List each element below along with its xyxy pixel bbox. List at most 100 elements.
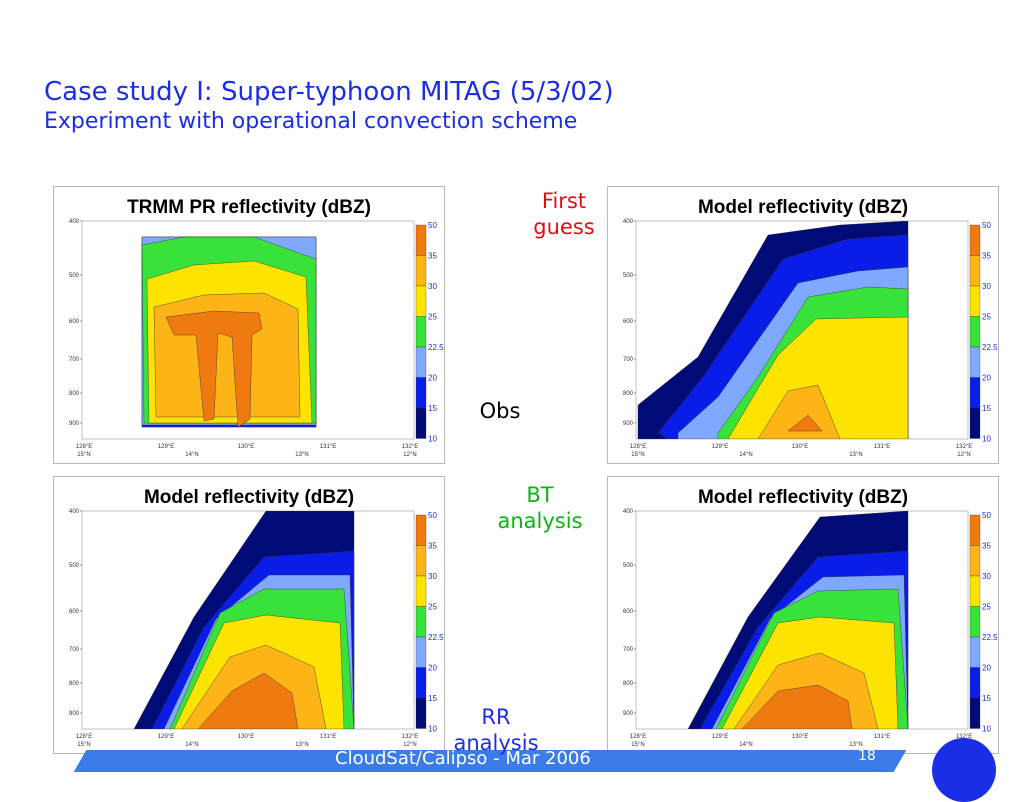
latitude-tick-label: 13°N xyxy=(295,452,308,458)
colorbar-label: 15 xyxy=(428,404,437,413)
colorbar-swatch xyxy=(969,606,981,638)
latitude-tick-label: 12°N xyxy=(403,452,416,458)
colorbar-label: 50 xyxy=(428,221,437,230)
pressure-tick-label: 600 xyxy=(623,609,634,615)
colorbar-swatch xyxy=(415,697,427,729)
panel-rr-analysis: Model reflectivity (dBZ) 400 500 600 700 800 9… xyxy=(607,476,999,754)
pressure-tick-label: 700 xyxy=(69,647,80,653)
latitude-tick-label: 14°N xyxy=(185,452,198,458)
slide-title-line-1: Case study I: Super-typhoon MITAG (5/3/0… xyxy=(44,77,614,107)
colorbar-label: 50 xyxy=(982,221,991,230)
obs-label: Obs xyxy=(479,399,521,423)
colorbar-label: 30 xyxy=(428,572,437,581)
panel-title: Model reflectivity (dBZ) xyxy=(698,487,908,508)
colorbar-label: 35 xyxy=(428,542,437,551)
latitude-tick-label: 12°N xyxy=(403,742,416,748)
longitude-tick-label: 129°E xyxy=(712,734,728,740)
latitude-tick-label: 15°N xyxy=(631,452,644,458)
reflectivity-contour-4 xyxy=(727,316,909,439)
colorbar-swatch xyxy=(969,636,981,668)
colorbar-swatch xyxy=(969,346,981,378)
colorbar-swatch xyxy=(415,316,427,348)
panel-title: TRMM PR reflectivity (dBZ) xyxy=(127,197,371,218)
colorbar-label: 25 xyxy=(428,313,437,322)
logo xyxy=(932,738,996,802)
colorbar-label: 22.5 xyxy=(428,343,444,352)
latitude-tick-label: 14°N xyxy=(739,742,752,748)
colorbar-swatch xyxy=(969,697,981,729)
colorbar-swatch xyxy=(969,575,981,607)
colorbar-swatch xyxy=(969,407,981,439)
colorbar-swatch xyxy=(415,346,427,378)
colorbar-label: 10 xyxy=(982,435,991,444)
longitude-tick-label: 130°E xyxy=(238,734,254,740)
colorbar-swatch xyxy=(415,667,427,699)
latitude-tick-label: 14°N xyxy=(185,742,198,748)
colorbar-swatch xyxy=(415,255,427,287)
colorbar-swatch xyxy=(969,316,981,348)
latitude-tick-label: 15°N xyxy=(77,452,90,458)
longitude-tick-label: 128°E xyxy=(630,734,646,740)
pressure-tick-label: 700 xyxy=(623,357,634,363)
pressure-tick-label: 900 xyxy=(69,711,80,717)
colorbar-swatch xyxy=(969,224,981,256)
colorbar-label: 25 xyxy=(982,603,991,612)
reflectivity-contour-6 xyxy=(197,672,299,729)
colorbar-label: 10 xyxy=(982,725,991,734)
reflectivity-contour-5 xyxy=(757,384,841,439)
colorbar-swatch xyxy=(415,377,427,409)
longitude-tick-label: 128°E xyxy=(76,734,92,740)
colorbar-label: 30 xyxy=(428,282,437,291)
colorbar-swatch xyxy=(969,285,981,317)
colorbar-swatch xyxy=(415,285,427,317)
colorbar-label: 35 xyxy=(982,542,991,551)
latitude-tick-label: 15°N xyxy=(77,742,90,748)
colorbar-swatch xyxy=(969,667,981,699)
pressure-tick-label: 700 xyxy=(623,647,634,653)
colorbar-label: 10 xyxy=(428,725,437,734)
colorbar-label: 20 xyxy=(982,374,991,383)
panel-title: Model reflectivity (dBZ) xyxy=(698,197,908,218)
longitude-tick-label: 132°E xyxy=(402,444,418,450)
slide-title: Case study I: Super-typhoon MITAG (5/3/0… xyxy=(44,76,614,136)
pressure-tick-label: 600 xyxy=(623,319,634,325)
panel-svg-obs: TRMM PR reflectivity (dBZ) 400 500 600 700 80… xyxy=(69,197,444,458)
longitude-tick-label: 129°E xyxy=(712,444,728,450)
colorbar-label: 35 xyxy=(982,252,991,261)
longitude-tick-label: 131°E xyxy=(874,444,890,450)
colorbar-swatch xyxy=(415,224,427,256)
bt-analysis-label: BT analysis xyxy=(497,483,583,533)
pressure-tick-label: 900 xyxy=(623,421,634,427)
longitude-tick-label: 129°E xyxy=(158,444,174,450)
pressure-tick-label: 500 xyxy=(623,273,634,279)
longitude-tick-label: 132°E xyxy=(956,444,972,450)
colorbar-label: 15 xyxy=(428,694,437,703)
pressure-tick-label: 500 xyxy=(623,563,634,569)
colorbar-swatch xyxy=(969,255,981,287)
longitude-tick-label: 132°E xyxy=(956,734,972,740)
reflectivity-contour-6 xyxy=(165,310,263,428)
colorbar-label: 22.5 xyxy=(982,633,998,642)
colorbar-swatch xyxy=(415,606,427,638)
pressure-tick-label: 400 xyxy=(623,509,634,515)
colorbar-swatch xyxy=(415,545,427,577)
longitude-tick-label: 128°E xyxy=(76,444,92,450)
colorbar-label: 15 xyxy=(982,694,991,703)
colorbar-label: 30 xyxy=(982,282,991,291)
colorbar-swatch xyxy=(969,545,981,577)
pressure-tick-label: 900 xyxy=(623,711,634,717)
colorbar-label: 50 xyxy=(428,511,437,520)
panel-bt-analysis: Model reflectivity (dBZ) 400 500 600 700 800 9… xyxy=(53,476,445,754)
longitude-tick-label: 130°E xyxy=(792,734,808,740)
colorbar-label: 22.5 xyxy=(428,633,444,642)
panel-svg-rr-analysis: Model reflectivity (dBZ) 400 500 600 700 800 9… xyxy=(623,487,998,748)
colorbar-label: 30 xyxy=(982,572,991,581)
first-guess-label: First guess xyxy=(533,189,595,239)
colorbar-label: 20 xyxy=(428,664,437,673)
panel-svg-first-guess: Model reflectivity (dBZ) 400 500 600 700 800 9… xyxy=(623,197,998,458)
pressure-tick-label: 400 xyxy=(623,219,634,225)
pressure-tick-label: 800 xyxy=(69,391,80,397)
longitude-tick-label: 131°E xyxy=(320,734,336,740)
longitude-tick-label: 131°E xyxy=(320,444,336,450)
colorbar-label: 25 xyxy=(428,603,437,612)
